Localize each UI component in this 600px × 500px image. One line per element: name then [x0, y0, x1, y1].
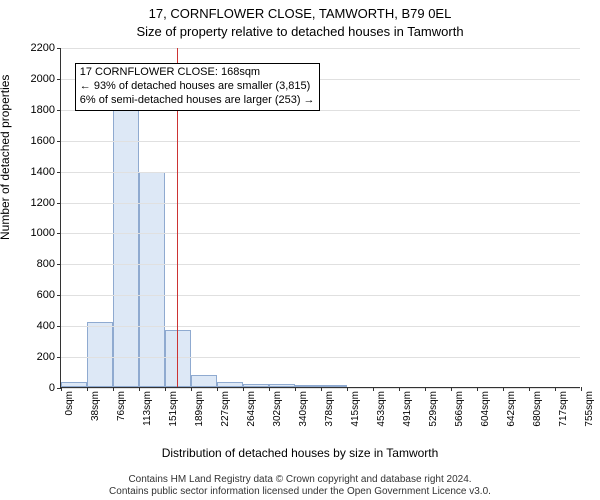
- x-tick: [555, 387, 556, 391]
- histogram-bar: [139, 172, 165, 387]
- x-tick: [243, 387, 244, 391]
- x-tick-label: 491sqm: [402, 391, 413, 427]
- x-tick: [61, 387, 62, 391]
- gridline: [61, 141, 580, 142]
- histogram-bar: [191, 375, 217, 387]
- y-tick-label: 200: [37, 351, 55, 363]
- x-tick-label: 38sqm: [90, 391, 101, 421]
- y-tick: [57, 141, 61, 142]
- x-tick: [191, 387, 192, 391]
- histogram-bar: [321, 385, 347, 387]
- x-tick-label: 642sqm: [506, 391, 517, 427]
- y-tick: [57, 326, 61, 327]
- x-tick-label: 415sqm: [350, 391, 361, 427]
- y-tick-label: 600: [37, 289, 55, 301]
- x-tick-label: 151sqm: [168, 391, 179, 427]
- x-tick-label: 189sqm: [194, 391, 205, 427]
- x-tick: [373, 387, 374, 391]
- x-tick-label: 717sqm: [558, 391, 569, 427]
- y-tick-label: 400: [37, 320, 55, 332]
- chart-title-line2: Size of property relative to detached ho…: [0, 24, 600, 39]
- annotation-line: ← 93% of detached houses are smaller (3,…: [80, 80, 315, 94]
- x-tick: [451, 387, 452, 391]
- x-tick-label: 0sqm: [64, 391, 75, 415]
- y-tick: [57, 79, 61, 80]
- y-tick-label: 1400: [31, 166, 55, 178]
- x-tick: [399, 387, 400, 391]
- histogram-bar: [269, 384, 295, 387]
- chart-title-line1: 17, CORNFLOWER CLOSE, TAMWORTH, B79 0EL: [0, 6, 600, 21]
- gridline: [61, 295, 580, 296]
- histogram-bar: [165, 330, 191, 387]
- gridline: [61, 48, 580, 49]
- footer-line1: Contains HM Land Registry data © Crown c…: [0, 474, 600, 486]
- annotation-box: 17 CORNFLOWER CLOSE: 168sqm← 93% of deta…: [75, 63, 320, 110]
- footer-attribution: Contains HM Land Registry data © Crown c…: [0, 474, 600, 498]
- y-tick-label: 2000: [31, 73, 55, 85]
- x-tick: [425, 387, 426, 391]
- y-tick: [57, 110, 61, 111]
- histogram-bar: [87, 322, 113, 387]
- x-tick: [295, 387, 296, 391]
- y-tick: [57, 357, 61, 358]
- histogram-bar: [217, 382, 243, 387]
- x-tick-label: 378sqm: [324, 391, 335, 427]
- histogram-bar: [113, 109, 139, 387]
- y-tick-label: 0: [49, 382, 55, 394]
- x-tick-label: 604sqm: [480, 391, 491, 427]
- x-tick: [217, 387, 218, 391]
- y-tick-label: 1000: [31, 227, 55, 239]
- y-tick-label: 2200: [31, 42, 55, 54]
- annotation-line: 6% of semi-detached houses are larger (2…: [80, 94, 315, 108]
- histogram-bar: [295, 385, 321, 387]
- gridline: [61, 357, 580, 358]
- y-tick-label: 1200: [31, 197, 55, 209]
- gridline: [61, 326, 580, 327]
- x-tick: [477, 387, 478, 391]
- x-tick-label: 755sqm: [584, 391, 595, 427]
- x-tick-label: 76sqm: [116, 391, 127, 421]
- y-tick: [57, 233, 61, 234]
- x-tick: [269, 387, 270, 391]
- x-tick-label: 529sqm: [428, 391, 439, 427]
- x-tick: [113, 387, 114, 391]
- x-tick: [165, 387, 166, 391]
- y-tick-label: 1800: [31, 104, 55, 116]
- x-tick-label: 302sqm: [272, 391, 283, 427]
- x-tick: [87, 387, 88, 391]
- gridline: [61, 264, 580, 265]
- y-tick-label: 1600: [31, 135, 55, 147]
- y-tick: [57, 295, 61, 296]
- histogram-bar: [243, 384, 269, 387]
- x-tick: [321, 387, 322, 391]
- y-axis-label: Number of detached properties: [0, 75, 12, 240]
- x-tick-label: 566sqm: [454, 391, 465, 427]
- plot-area: 0200400600800100012001400160018002000220…: [60, 48, 580, 388]
- x-tick: [503, 387, 504, 391]
- gridline: [61, 203, 580, 204]
- y-tick: [57, 203, 61, 204]
- x-tick-label: 680sqm: [532, 391, 543, 427]
- y-tick: [57, 264, 61, 265]
- x-tick-label: 227sqm: [220, 391, 231, 427]
- histogram-bar: [61, 382, 87, 387]
- gridline: [61, 172, 580, 173]
- x-tick: [139, 387, 140, 391]
- y-tick: [57, 172, 61, 173]
- x-tick-label: 453sqm: [376, 391, 387, 427]
- x-tick-label: 264sqm: [246, 391, 257, 427]
- x-tick: [529, 387, 530, 391]
- gridline: [61, 233, 580, 234]
- y-tick: [57, 48, 61, 49]
- chart-root: 17, CORNFLOWER CLOSE, TAMWORTH, B79 0EL …: [0, 0, 600, 500]
- x-tick: [581, 387, 582, 391]
- x-tick-label: 113sqm: [142, 391, 153, 426]
- x-axis-label: Distribution of detached houses by size …: [0, 446, 600, 460]
- y-tick-label: 800: [37, 258, 55, 270]
- annotation-line: 17 CORNFLOWER CLOSE: 168sqm: [80, 66, 315, 80]
- x-tick: [347, 387, 348, 391]
- x-tick-label: 340sqm: [298, 391, 309, 427]
- footer-line2: Contains public sector information licen…: [0, 486, 600, 498]
